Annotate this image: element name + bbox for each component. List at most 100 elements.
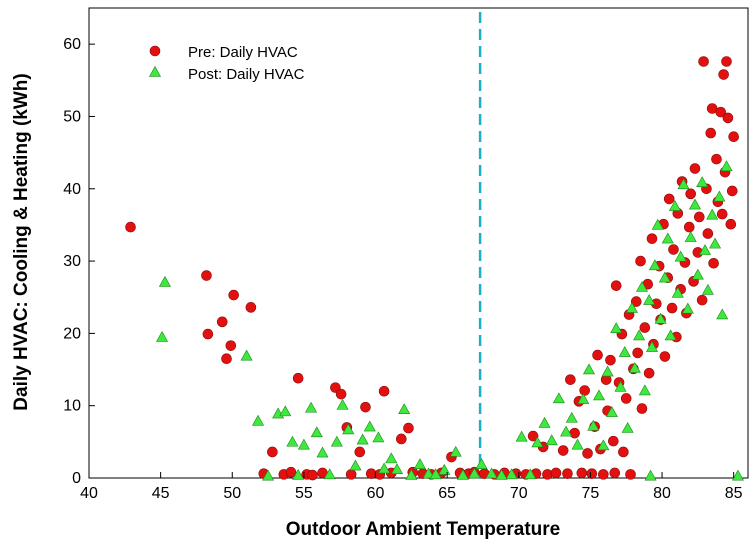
post-data-point xyxy=(709,237,722,249)
post-data-point xyxy=(577,393,590,404)
post-data-point xyxy=(323,468,336,480)
x-tick-label: 45 xyxy=(152,485,170,502)
pre-data-point xyxy=(598,469,609,480)
post-data-point xyxy=(621,421,634,433)
post-data-point xyxy=(292,468,305,480)
post-data-point xyxy=(731,469,744,481)
pre-data-point xyxy=(668,244,679,255)
post-data-point xyxy=(378,462,391,474)
pre-data-point xyxy=(636,403,648,414)
pre-data-point xyxy=(360,401,371,413)
legend: Pre: Daily HVAC Post: Daily HVAC xyxy=(148,44,305,83)
pre-data-point xyxy=(721,56,732,67)
post-data-point xyxy=(156,330,169,342)
pre-data-point xyxy=(557,445,569,456)
post-data-point xyxy=(582,363,595,375)
post-data-point xyxy=(349,459,362,471)
pre-data-point xyxy=(663,193,675,205)
pre-data-point xyxy=(565,374,576,385)
post-data-point xyxy=(468,467,481,479)
pre-data-point xyxy=(267,446,278,458)
post-data-point xyxy=(262,469,275,481)
pre-data-point xyxy=(630,296,642,307)
post-data-point xyxy=(531,436,544,448)
post-data-point xyxy=(648,259,661,271)
pre-data-point xyxy=(576,467,588,479)
post-data-point xyxy=(252,414,265,426)
x-tick-label: 50 xyxy=(223,485,241,502)
post-data-point xyxy=(644,469,657,481)
pre-data-point xyxy=(702,228,714,239)
pre-data-point xyxy=(711,153,722,165)
pre-data-point xyxy=(285,466,297,478)
post-series xyxy=(156,160,744,481)
pre-data-point xyxy=(345,469,357,480)
post-data-point xyxy=(495,468,508,480)
pre-data-point xyxy=(618,446,629,458)
pre-data-point xyxy=(562,468,573,479)
post-data-point xyxy=(691,268,704,280)
post-data-point xyxy=(342,423,355,435)
legend-marker-pre xyxy=(149,45,161,57)
pre-data-point xyxy=(202,328,214,340)
post-data-point xyxy=(701,283,714,295)
pre-data-point xyxy=(683,221,695,233)
pre-data-point xyxy=(635,255,646,267)
pre-data-point xyxy=(569,427,580,439)
y-tick-label: 30 xyxy=(63,253,81,270)
pre-data-point xyxy=(685,188,696,200)
y-tick-label: 50 xyxy=(63,108,81,125)
pre-data-point xyxy=(403,422,414,434)
post-data-point xyxy=(643,294,656,305)
post-data-point xyxy=(330,435,343,447)
post-data-point xyxy=(646,341,659,352)
pre-data-point xyxy=(693,211,705,223)
pre-data-point xyxy=(705,127,717,139)
post-data-point xyxy=(398,403,411,415)
pre-data-point xyxy=(225,340,237,351)
post-data-point xyxy=(422,467,435,479)
legend-label-pre: Pre: Daily HVAC xyxy=(188,44,298,61)
post-data-point xyxy=(605,406,618,417)
pre-data-point xyxy=(292,372,304,384)
x-tick-label: 70 xyxy=(510,485,528,502)
pre-data-point xyxy=(632,347,643,359)
post-data-point xyxy=(279,405,292,417)
x-tick-label: 65 xyxy=(438,485,456,502)
post-data-point xyxy=(565,411,578,423)
pre-data-point xyxy=(659,351,671,362)
pre-data-point xyxy=(125,221,136,233)
pre-data-point xyxy=(725,218,737,230)
post-data-point xyxy=(661,232,674,244)
post-data-point xyxy=(628,361,641,373)
post-data-point xyxy=(405,468,418,480)
post-data-point xyxy=(664,329,677,341)
pre-data-point xyxy=(610,280,622,291)
post-data-point xyxy=(552,392,565,404)
post-data-point xyxy=(385,452,398,464)
post-data-point xyxy=(658,271,671,283)
pre-data-point xyxy=(221,353,232,364)
pre-data-point xyxy=(550,467,562,479)
pre-data-point xyxy=(643,367,655,379)
y-axis-title: Daily HVAC: Cooling & Heating (kWh) xyxy=(11,73,32,410)
post-data-point xyxy=(684,231,697,242)
pre-data-point xyxy=(216,316,228,328)
post-data-point xyxy=(610,322,623,334)
post-data-point xyxy=(305,401,318,413)
x-tick-label: 75 xyxy=(582,485,600,502)
pre-data-point xyxy=(666,302,678,314)
post-data-point xyxy=(485,467,498,479)
pre-data-point xyxy=(609,467,621,479)
post-data-point xyxy=(638,384,651,396)
pre-data-point xyxy=(608,435,619,447)
pre-data-point xyxy=(579,385,590,396)
post-data-point xyxy=(475,458,488,469)
x-tick-label: 60 xyxy=(367,485,385,502)
post-data-point xyxy=(356,433,369,445)
pre-data-point xyxy=(716,208,728,220)
x-tick-label: 40 xyxy=(80,485,98,502)
post-data-point xyxy=(456,468,469,480)
pre-data-point xyxy=(245,302,257,313)
y-tick-label: 20 xyxy=(63,325,81,342)
